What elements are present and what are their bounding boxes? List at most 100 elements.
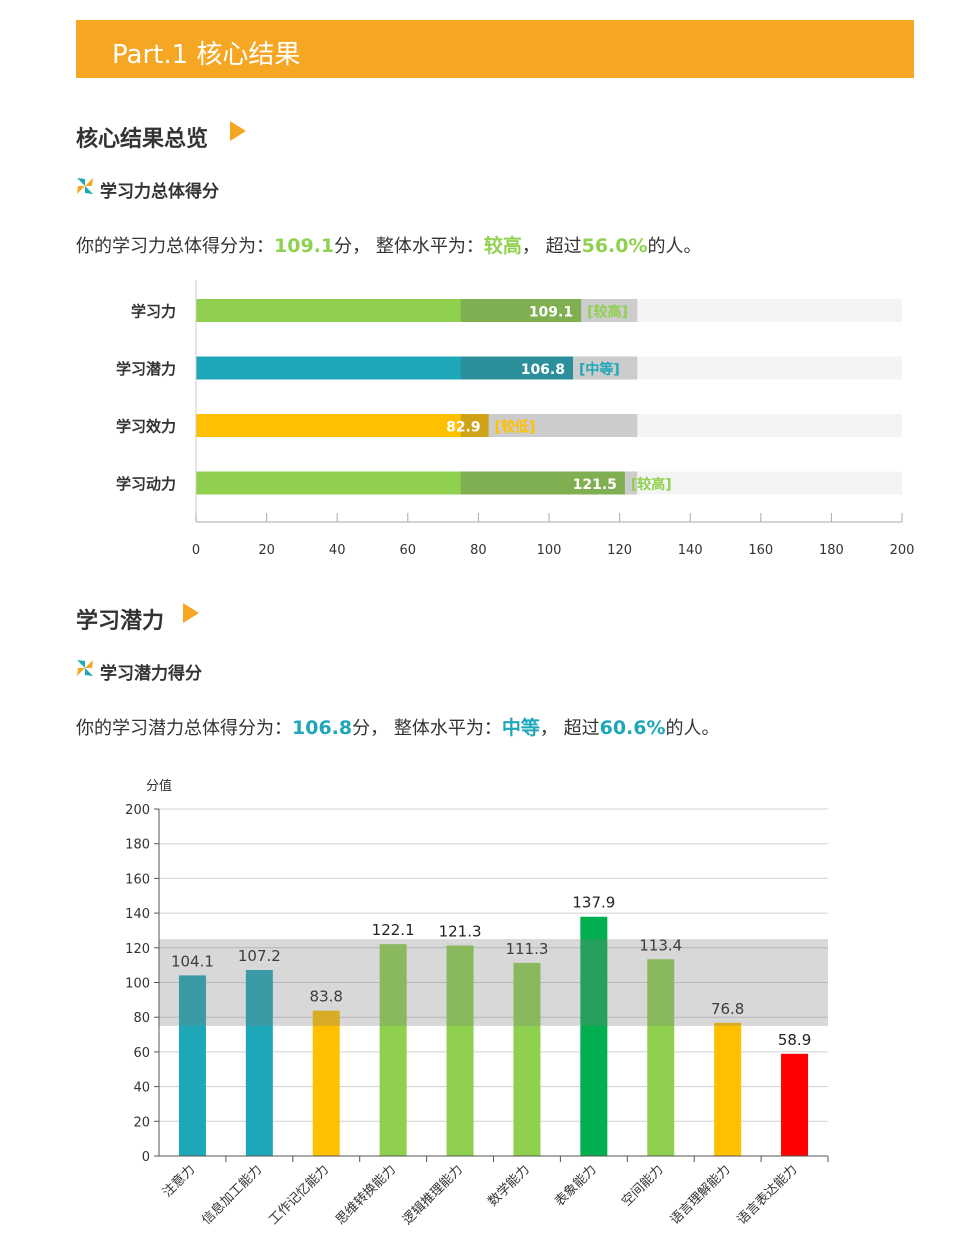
value-label: 111.3 [505, 940, 548, 958]
bar [312, 1010, 340, 1156]
y-tick-label: 180 [125, 838, 150, 853]
y-tick-label: 0 [142, 1150, 150, 1165]
x-tick-label: 语言表达能力 [735, 1162, 801, 1228]
bar [647, 959, 675, 1156]
category-label: 学习动力 [116, 475, 176, 493]
x-tick-label: 20 [258, 543, 275, 558]
part-title: Part.1 核心结果 [112, 40, 301, 70]
bar [196, 471, 625, 495]
overall-score: 109.1 [274, 235, 335, 257]
part-banner: Part.1 核心结果 [76, 20, 914, 78]
y-tick-label: 120 [125, 942, 150, 957]
play-triangle-icon [183, 603, 199, 623]
bar [196, 299, 582, 322]
x-tick-label: 140 [678, 543, 703, 558]
y-tick-label: 200 [125, 803, 150, 818]
x-tick-label: 180 [819, 543, 844, 558]
x-tick-label: 200 [890, 543, 915, 558]
subtitle-potential-score: 学习潜力得分 [100, 664, 202, 684]
x-tick-label: 120 [607, 543, 632, 558]
x-tick-label: 0 [192, 543, 200, 558]
bar [196, 356, 574, 380]
value-label: 106.8 [521, 362, 565, 378]
potential-level: 中等 [501, 717, 540, 739]
value-label: 121.3 [439, 923, 482, 941]
bar [781, 1053, 809, 1156]
x-tick-label: 工作记忆能力 [266, 1162, 332, 1228]
value-label: 122.1 [372, 921, 415, 939]
category-label: 学习潜力 [116, 360, 176, 378]
bar [446, 945, 474, 1156]
x-tick-label: 思维转换能力 [333, 1162, 399, 1228]
x-tick-label: 注意力 [159, 1162, 198, 1201]
reference-band [159, 939, 828, 1026]
summary-text: 的人。 [647, 236, 702, 257]
section-title-potential: 学习潜力 [76, 609, 165, 634]
y-tick-label: 40 [133, 1081, 150, 1096]
value-label: 58.9 [778, 1031, 811, 1049]
summary-overall: 你的学习力总体得分为：109.1分， 整体水平为：较高， 超过56.0%的人。 [76, 231, 702, 258]
pinwheel-icon [77, 660, 93, 676]
x-tick-label: 160 [748, 543, 773, 558]
bar [379, 944, 407, 1156]
y-tick-label: 80 [133, 1011, 150, 1026]
section-title-overview: 核心结果总览 [76, 127, 209, 152]
category-label: 学习效力 [116, 418, 176, 436]
bar-band-overlay [460, 356, 574, 380]
value-label: 121.5 [573, 477, 617, 493]
y-tick-label: 60 [133, 1046, 150, 1061]
bar [196, 414, 489, 437]
bar [245, 970, 273, 1156]
category-label: 学习力 [131, 303, 176, 321]
y-tick-label: 160 [125, 872, 150, 887]
summary-text: 你的学习力总体得分为： [76, 236, 274, 257]
potential-score: 106.8 [292, 717, 353, 739]
summary-text: ， 超过 [521, 236, 582, 257]
potential-percent: 60.6% [599, 717, 666, 739]
x-tick-label: 数学能力 [485, 1162, 533, 1210]
level-label: [较低] [495, 419, 536, 436]
subtitle-overall-score: 学习力总体得分 [100, 182, 219, 202]
summary-text: 分， 整体水平为： [352, 718, 502, 739]
level-label: [较高] [631, 476, 672, 493]
bar [714, 1022, 742, 1156]
vertical-bar-chart: 0 20 40 60 80 100 120 140 160 180 200 分值 104.1 注意力 107… [125, 778, 829, 1228]
bar-band-overlay [460, 299, 582, 322]
y-tick-label: 100 [125, 977, 150, 992]
summary-text: 的人。 [665, 718, 720, 739]
level-label: [中等] [579, 361, 620, 378]
value-label: 83.8 [310, 988, 343, 1006]
reference-band [460, 414, 638, 437]
value-label: 107.2 [238, 947, 281, 965]
value-label: 113.4 [639, 936, 682, 954]
level-label: [较高] [587, 304, 628, 321]
bar-band-overlay [460, 414, 489, 437]
summary-text: 分， 整体水平为： [334, 236, 484, 257]
x-tick-label: 空间能力 [619, 1162, 666, 1209]
x-tick-label: 逻辑推理能力 [400, 1162, 466, 1228]
bar [580, 916, 608, 1156]
pinwheel-icon [77, 178, 93, 194]
x-tick-label: 信息加工能力 [199, 1162, 265, 1228]
x-tick-label: 语言理解能力 [668, 1162, 734, 1228]
bar [513, 962, 541, 1156]
y-tick-label: 140 [125, 907, 150, 922]
summary-text: ， 超过 [539, 718, 600, 739]
summary-text: 你的学习潜力总体得分为： [76, 718, 292, 739]
overall-percent: 56.0% [581, 235, 648, 257]
value-label: 76.8 [711, 1000, 744, 1018]
summary-potential: 你的学习潜力总体得分为：106.8分， 整体水平为：中等， 超过60.6%的人。 [76, 713, 720, 740]
value-label: 109.1 [529, 305, 573, 321]
x-tick-label: 表象能力 [552, 1162, 599, 1209]
value-label: 137.9 [572, 894, 615, 912]
x-tick-label: 80 [470, 543, 487, 558]
x-tick-label: 60 [400, 543, 417, 558]
play-triangle-icon [230, 121, 246, 141]
bar [178, 975, 206, 1156]
value-label: 82.9 [446, 420, 481, 436]
value-label: 104.1 [171, 952, 214, 970]
x-tick-label: 100 [537, 543, 562, 558]
overall-level: 较高 [483, 235, 522, 257]
y-axis-title: 分值 [146, 778, 172, 794]
y-tick-label: 20 [133, 1115, 150, 1130]
